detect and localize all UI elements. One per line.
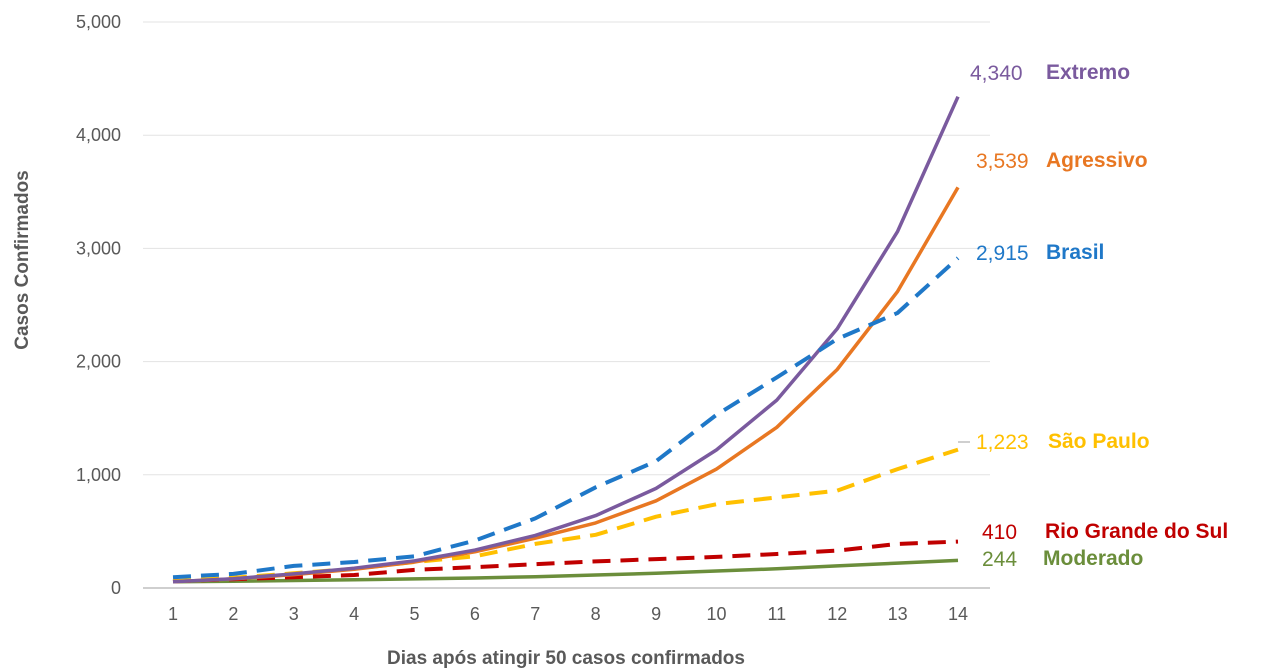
series-name-brasil: Brasil [1046, 241, 1104, 264]
series-name-extremo: Extremo [1046, 61, 1130, 84]
end-labels: 4,340 Extremo 3,539 Agressivo 2,915 Brasil 1,2… [958, 61, 1228, 571]
y-tick-label: 2,000 [76, 352, 121, 372]
series-line-brasil [172, 256, 960, 580]
x-axis-title: Dias após atingir 50 casos confirmados [387, 648, 745, 669]
y-tick-label: 4,000 [76, 125, 121, 145]
series-name-agressivo: Agressivo [1046, 149, 1148, 172]
x-tick-label: 2 [228, 604, 238, 624]
x-tick-label: 3 [289, 604, 299, 624]
x-tick-label: 9 [651, 604, 661, 624]
x-tick-label: 14 [948, 604, 968, 624]
x-tick-label: 8 [591, 604, 601, 624]
y-tick-label: 0 [111, 578, 121, 598]
x-tick-label: 10 [706, 604, 726, 624]
x-tick-label: 6 [470, 604, 480, 624]
series-line-extremo [172, 95, 960, 584]
series-lines [172, 95, 960, 584]
end-value-extremo: 4,340 [970, 62, 1023, 85]
series-line-rio-grande-do-sul [172, 539, 959, 584]
y-tick-label: 5,000 [76, 12, 121, 32]
end-value-agressivo: 3,539 [976, 150, 1029, 173]
x-tick-label: 11 [768, 604, 787, 624]
x-tick-label: 4 [349, 604, 359, 624]
series-name-rio-grande-do-sul: Rio Grande do Sul [1045, 520, 1228, 543]
x-tick-label: 12 [827, 604, 847, 624]
series-line-agressivo [172, 186, 960, 584]
x-tick-label: 5 [410, 604, 420, 624]
y-tick-label: 1,000 [76, 465, 121, 485]
x-axis-ticks: 1 2 3 4 5 6 7 8 9 10 11 12 13 14 [168, 604, 968, 624]
x-tick-label: 1 [168, 604, 178, 624]
series-line-moderado [172, 558, 959, 584]
end-value-rio-grande-do-sul: 410 [982, 521, 1017, 544]
series-name-s-o-paulo: São Paulo [1048, 430, 1150, 453]
y-tick-label: 3,000 [76, 238, 121, 258]
y-axis-title: Casos Confirmados [12, 170, 33, 349]
end-value-moderado: 244 [982, 548, 1017, 571]
end-value-brasil: 2,915 [976, 242, 1029, 265]
y-axis-ticks: 0 1,000 2,000 3,000 4,000 5,000 [76, 12, 121, 598]
x-tick-label: 7 [530, 604, 540, 624]
series-name-moderado: Moderado [1043, 547, 1143, 570]
x-tick-label: 13 [888, 604, 908, 624]
end-value-s-o-paulo: 1,223 [976, 431, 1029, 454]
series-line-s-o-paulo [172, 447, 959, 584]
gridlines [143, 21, 990, 589]
